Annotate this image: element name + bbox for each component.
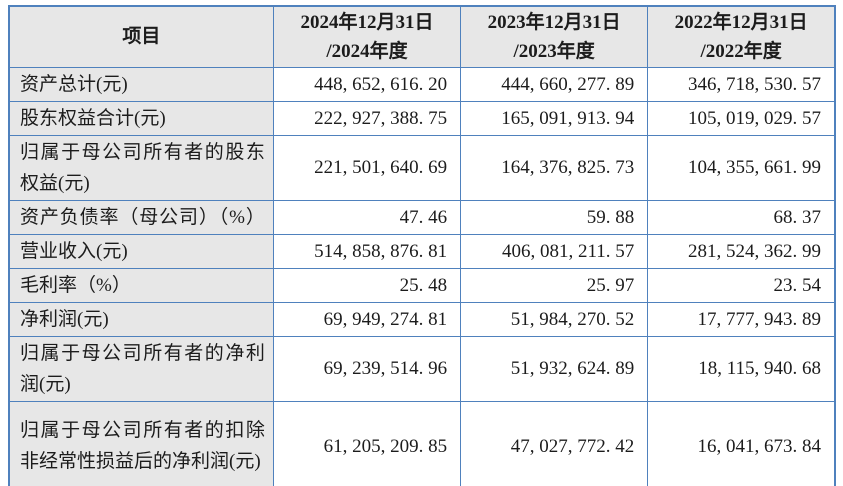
value-2024: 47. 46 [272, 199, 462, 235]
row-label: 营业收入(元) [8, 233, 274, 269]
value-2023: 25. 97 [460, 267, 649, 303]
header-2023-date: 2023年12月31日 [487, 11, 621, 33]
row-label: 资产总计(元) [8, 66, 274, 102]
value-2024: 69, 239, 514. 96 [272, 335, 462, 402]
header-2023-year: /2023年度 [513, 40, 595, 62]
header-2022-year: /2022年度 [700, 40, 782, 62]
value-2022: 17, 777, 943. 89 [647, 301, 836, 337]
value-2022: 346, 718, 530. 57 [647, 66, 836, 102]
table-row-revenue: 营业收入(元) 514, 858, 876. 81 406, 081, 211.… [8, 233, 836, 269]
value-2022: 23. 54 [647, 267, 836, 303]
table-row-debt-ratio: 资产负债率（母公司）（%） 47. 46 59. 88 68. 37 [8, 199, 836, 235]
value-2023: 47, 027, 772. 42 [460, 400, 649, 486]
value-2023: 51, 984, 270. 52 [460, 301, 649, 337]
value-2024: 448, 652, 616. 20 [272, 66, 462, 102]
value-2023: 406, 081, 211. 57 [460, 233, 649, 269]
table-row-total-assets: 资产总计(元) 448, 652, 616. 20 444, 660, 277.… [8, 66, 836, 102]
value-2022: 105, 019, 029. 57 [647, 100, 836, 136]
value-2022: 281, 524, 362. 99 [647, 233, 836, 269]
table-row-deducted-net-profit: 归属于母公司所有者的扣除非经常性损益后的净利润(元) 61, 205, 209.… [8, 400, 836, 486]
header-2022-date: 2022年12月31日 [674, 11, 808, 33]
value-2023: 59. 88 [460, 199, 649, 235]
table-row-net-profit: 净利润(元) 69, 949, 274. 81 51, 984, 270. 52… [8, 301, 836, 337]
row-label: 归属于母公司所有者的股东权益(元) [8, 134, 274, 201]
value-2023: 444, 660, 277. 89 [460, 66, 649, 102]
value-2024: 221, 501, 640. 69 [272, 134, 462, 201]
row-label: 毛利率（%） [8, 267, 274, 303]
value-2022: 16, 041, 673. 84 [647, 400, 836, 486]
table-row-parent-net-profit: 归属于母公司所有者的净利润(元) 69, 239, 514. 96 51, 93… [8, 335, 836, 402]
financial-summary-table: 项目 2024年12月31日 /2024年度 2023年12月31日 /2023… [8, 5, 836, 486]
value-2022: 68. 37 [647, 199, 836, 235]
header-row: 项目 2024年12月31日 /2024年度 2023年12月31日 /2023… [8, 5, 836, 68]
value-2024: 514, 858, 876. 81 [272, 233, 462, 269]
header-item-label: 项目 [122, 26, 161, 48]
row-label: 净利润(元) [8, 301, 274, 337]
table-row-parent-equity: 归属于母公司所有者的股东权益(元) 221, 501, 640. 69 164,… [8, 134, 836, 201]
value-2022: 104, 355, 661. 99 [647, 134, 836, 201]
table-row-gross-margin: 毛利率（%） 25. 48 25. 97 23. 54 [8, 267, 836, 303]
row-label: 股东权益合计(元) [8, 100, 274, 136]
header-item: 项目 [8, 5, 274, 68]
value-2022: 18, 115, 940. 68 [647, 335, 836, 402]
row-label: 归属于母公司所有者的净利润(元) [8, 335, 274, 402]
value-2023: 164, 376, 825. 73 [460, 134, 649, 201]
header-2024: 2024年12月31日 /2024年度 [272, 5, 462, 68]
value-2024: 69, 949, 274. 81 [272, 301, 462, 337]
header-2024-date: 2024年12月31日 [300, 11, 434, 33]
header-2023: 2023年12月31日 /2023年度 [460, 5, 649, 68]
value-2023: 165, 091, 913. 94 [460, 100, 649, 136]
header-2024-year: /2024年度 [326, 40, 408, 62]
row-label: 资产负债率（母公司）（%） [8, 199, 274, 235]
value-2024: 25. 48 [272, 267, 462, 303]
value-2023: 51, 932, 624. 89 [460, 335, 649, 402]
header-2022: 2022年12月31日 /2022年度 [647, 5, 836, 68]
table-row-total-equity: 股东权益合计(元) 222, 927, 388. 75 165, 091, 91… [8, 100, 836, 136]
value-2024: 61, 205, 209. 85 [272, 400, 462, 486]
row-label: 归属于母公司所有者的扣除非经常性损益后的净利润(元) [8, 400, 274, 486]
value-2024: 222, 927, 388. 75 [272, 100, 462, 136]
